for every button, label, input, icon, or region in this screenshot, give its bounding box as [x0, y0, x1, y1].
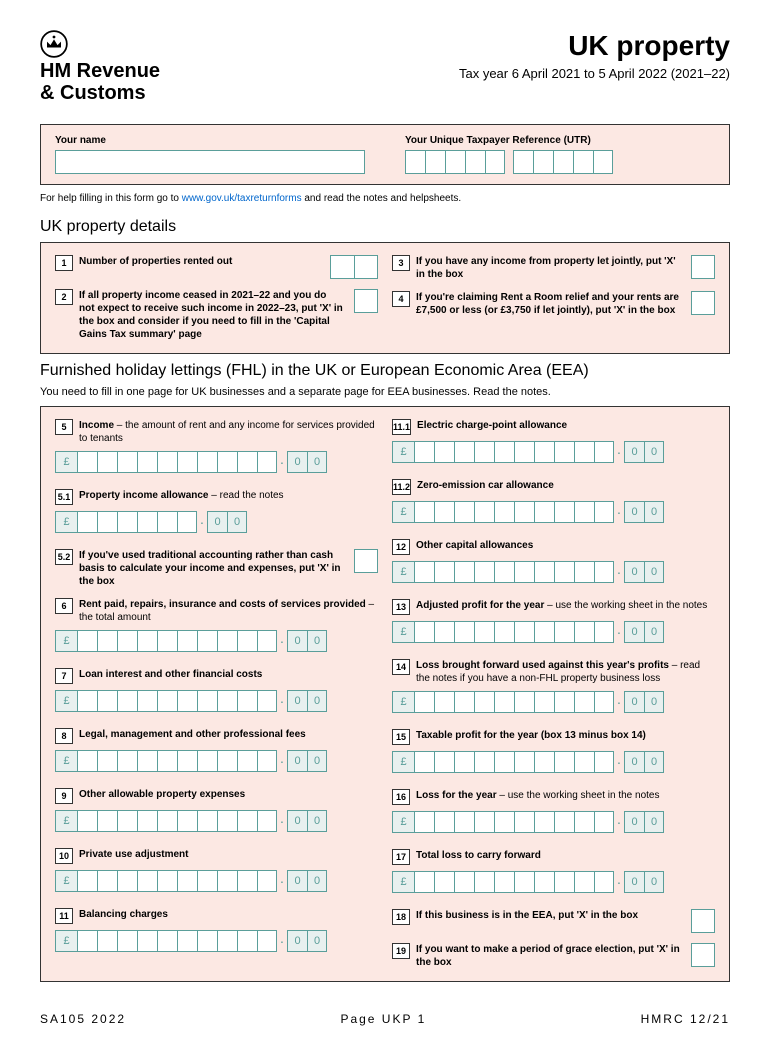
item-num: 17 [392, 849, 410, 865]
box-17-input[interactable]: £·00 [392, 871, 715, 893]
box-13-input[interactable]: £·00 [392, 621, 715, 643]
item-8-text: Legal, management and other professional… [79, 728, 378, 741]
box-10-input[interactable]: £·00 [55, 870, 378, 892]
item-1-text: Number of properties rented out [79, 255, 324, 268]
item-num: 3 [392, 255, 410, 271]
item-num: 12 [392, 539, 410, 555]
item-num: 5.1 [55, 489, 73, 505]
box-2-input[interactable] [354, 289, 378, 313]
box-1-input[interactable] [330, 255, 378, 279]
identity-box: Your name Your Unique Taxpayer Reference… [40, 124, 730, 185]
help-link[interactable]: www.gov.uk/taxreturnforms [182, 193, 302, 204]
box-6-input[interactable]: £·00 [55, 630, 378, 652]
help-text: For help filling in this form go to www.… [40, 193, 730, 204]
box-8-input[interactable]: £·00 [55, 750, 378, 772]
crown-icon [40, 30, 68, 58]
item-num: 11.2 [392, 479, 411, 495]
item-7-text: Loan interest and other financial costs [79, 668, 378, 681]
page-title: UK property [459, 30, 730, 62]
item-num: 2 [55, 289, 73, 305]
item-num: 16 [392, 789, 410, 805]
item-5-1-text: Property income allowance – read the not… [79, 489, 378, 502]
box-11-2-input[interactable]: £·00 [392, 501, 715, 523]
tax-year: Tax year 6 April 2021 to 5 April 2022 (2… [459, 66, 730, 81]
item-num: 4 [392, 291, 410, 307]
section-fhl: Furnished holiday lettings (FHL) in the … [40, 362, 730, 380]
item-num: 14 [392, 659, 410, 675]
item-6-text: Rent paid, repairs, insurance and costs … [79, 598, 378, 624]
item-12-text: Other capital allowances [416, 539, 715, 552]
item-num: 9 [55, 788, 73, 804]
item-num: 15 [392, 729, 410, 745]
item-10-text: Private use adjustment [79, 848, 378, 861]
box-5-2-input[interactable] [354, 549, 378, 573]
box-16-input[interactable]: £·00 [392, 811, 715, 833]
item-19-text: If you want to make a period of grace el… [416, 943, 681, 969]
name-input[interactable] [55, 150, 365, 174]
item-num: 1 [55, 255, 73, 271]
item-num: 19 [392, 943, 410, 959]
item-17-text: Total loss to carry forward [416, 849, 715, 862]
box-9-input[interactable]: £·00 [55, 810, 378, 832]
item-5-text: Income – the amount of rent and any inco… [79, 419, 378, 445]
item-3-text: If you have any income from property let… [416, 255, 681, 281]
section-fhl-sub: You need to fill in one page for UK busi… [40, 386, 730, 398]
box-19-input[interactable] [691, 943, 715, 967]
item-14-text: Loss brought forward used against this y… [416, 659, 715, 685]
box-3-input[interactable] [691, 255, 715, 279]
box-12-input[interactable]: £·00 [392, 561, 715, 583]
section-property-details: UK property details [40, 218, 730, 236]
item-num: 7 [55, 668, 73, 684]
item-4-text: If you're claiming Rent a Room relief an… [416, 291, 681, 317]
item-num: 13 [392, 599, 410, 615]
item-5-2-text: If you've used traditional accounting ra… [79, 549, 344, 588]
item-13-text: Adjusted profit for the year – use the w… [416, 599, 715, 612]
item-num: 11.1 [392, 419, 411, 435]
item-2-text: If all property income ceased in 2021–22… [79, 289, 344, 341]
box-14-input[interactable]: £·00 [392, 691, 715, 713]
fhl-box: 5 Income – the amount of rent and any inc… [40, 406, 730, 982]
box-7-input[interactable]: £·00 [55, 690, 378, 712]
item-15-text: Taxable profit for the year (box 13 minu… [416, 729, 715, 742]
utr-input[interactable] [405, 150, 715, 174]
item-num: 5 [55, 419, 73, 435]
item-num: 10 [55, 848, 73, 864]
item-18-text: If this business is in the EEA, put 'X' … [416, 909, 681, 922]
org-name-2: & Customs [40, 82, 160, 104]
org-name-1: HM Revenue [40, 60, 160, 82]
utr-label: Your Unique Taxpayer Reference (UTR) [405, 135, 715, 146]
box-15-input[interactable]: £·00 [392, 751, 715, 773]
box-11-1-input[interactable]: £·00 [392, 441, 715, 463]
item-num: 18 [392, 909, 410, 925]
item-11-2-text: Zero-emission car allowance [417, 479, 715, 492]
name-label: Your name [55, 135, 365, 146]
box-11-input[interactable]: £·00 [55, 930, 378, 952]
item-num: 8 [55, 728, 73, 744]
box-5-1-input[interactable]: £·00 [55, 511, 378, 533]
item-num: 6 [55, 598, 73, 614]
item-num: 11 [55, 908, 73, 924]
item-11-1-text: Electric charge-point allowance [417, 419, 715, 432]
item-num: 5.2 [55, 549, 73, 565]
item-11-text: Balancing charges [79, 908, 378, 921]
box-18-input[interactable] [691, 909, 715, 933]
hmrc-logo: HM Revenue & Customs [40, 30, 160, 104]
item-9-text: Other allowable property expenses [79, 788, 378, 801]
box-5-input[interactable]: £·00 [55, 451, 378, 473]
box-4-input[interactable] [691, 291, 715, 315]
item-16-text: Loss for the year – use the working shee… [416, 789, 715, 802]
property-details-box: 1 Number of properties rented out 2 If a… [40, 242, 730, 354]
